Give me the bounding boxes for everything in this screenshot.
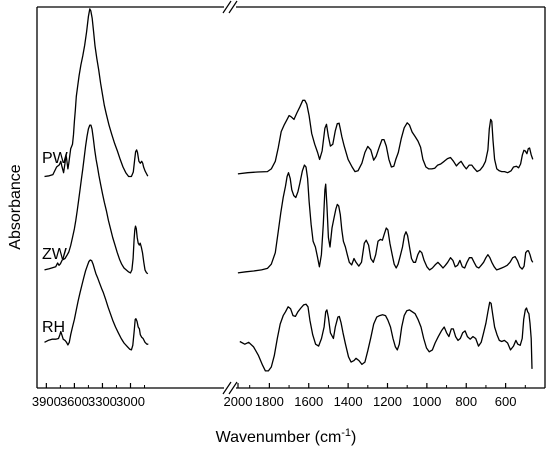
series-zw-right-line <box>237 164 534 274</box>
axis-break-mark <box>228 0 238 14</box>
x-tick-3900-label: 3900 <box>32 394 61 409</box>
x-tick-1200-label: 1200 <box>373 394 402 409</box>
x-tick-1400-label: 1400 <box>334 394 363 409</box>
axis-break-mark <box>222 0 232 14</box>
x-axis-title-suffix: ) <box>351 429 356 446</box>
x-axis-title: Wavenumber (cm-1) <box>216 427 357 446</box>
x-tick-1600-label: 1600 <box>294 394 323 409</box>
x-axis-title-prefix: Wavenumber (cm <box>216 429 342 446</box>
axis-break-mark <box>228 381 238 395</box>
x-tick-1000-label: 1000 <box>412 394 441 409</box>
labels-layer: Absorbance Wavenumber (cm-1) PW ZW RH <box>7 150 356 446</box>
series-label-zw: ZW <box>42 246 68 263</box>
x-axis-title-sup: -1 <box>341 427 351 439</box>
series-pw-left-line <box>44 8 149 178</box>
series-label-pw: PW <box>42 150 69 167</box>
x-tick-600-label: 600 <box>495 394 517 409</box>
series-zw-left-line <box>44 124 149 275</box>
series-pw-right-line <box>237 99 534 175</box>
x-tick-2000-label: 2000 <box>224 394 253 409</box>
y-axis-title: Absorbance <box>7 164 24 249</box>
x-tick-3600-label: 3600 <box>60 394 89 409</box>
x-tick-3000-label: 3000 <box>116 394 145 409</box>
series-rh-left-line <box>44 259 149 351</box>
x-tick-800-label: 800 <box>455 394 477 409</box>
series-rh-right-line <box>239 301 533 372</box>
series-label-rh: RH <box>42 319 65 336</box>
series-layer <box>44 8 534 372</box>
axes-layer: 3900 3600 3300 3000 2000 1800 1600 1400 1200 1000… <box>32 0 546 409</box>
axis-break-mark <box>222 381 232 395</box>
x-tick-1800-label: 1800 <box>255 394 284 409</box>
x-tick-3300-label: 3300 <box>88 394 117 409</box>
